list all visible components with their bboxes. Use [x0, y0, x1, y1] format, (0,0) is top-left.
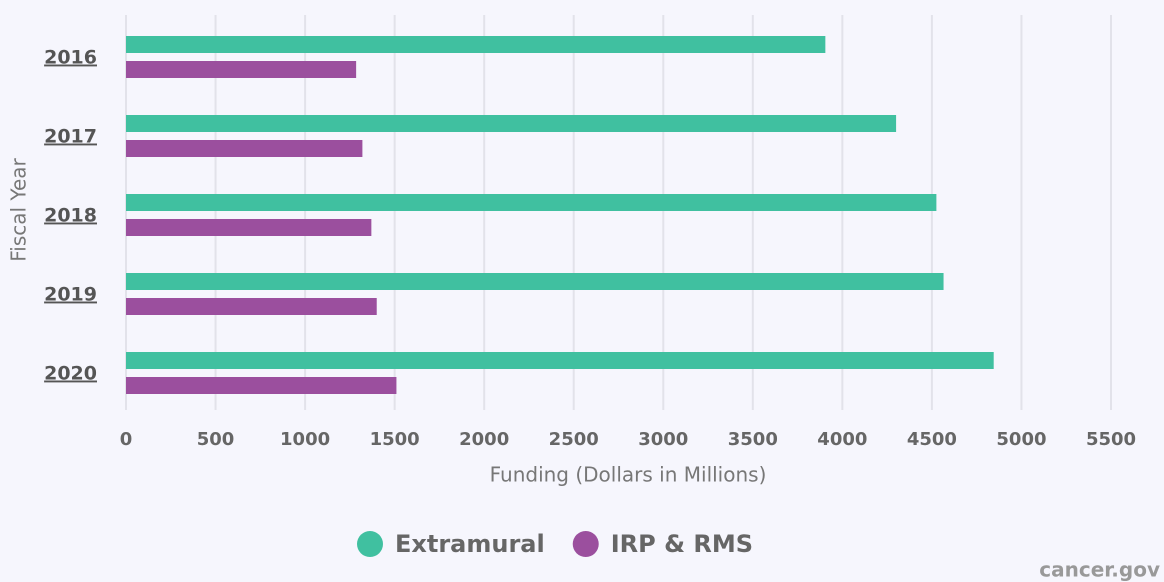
- bar: [126, 273, 944, 290]
- x-tick-label: 4500: [907, 429, 957, 450]
- y-tick-label[interactable]: 2020: [44, 363, 97, 385]
- y-tick-label[interactable]: 2018: [44, 205, 97, 227]
- x-tick-label: 3500: [728, 429, 778, 450]
- x-tick-label: 2000: [459, 429, 509, 450]
- y-axis-title: Fiscal Year: [7, 157, 31, 261]
- legend-label: IRP & RMS: [611, 530, 753, 558]
- bar: [126, 140, 363, 157]
- legend-swatch: [572, 531, 599, 557]
- legend-swatch: [357, 531, 383, 557]
- legend-label: Extramural: [395, 530, 545, 558]
- bar: [126, 36, 826, 53]
- x-tick-label: 0: [120, 429, 133, 450]
- y-tick-label[interactable]: 2017: [44, 126, 97, 148]
- x-tick-label: 1500: [370, 429, 420, 450]
- bar: [126, 61, 357, 78]
- x-tick-label: 2500: [549, 429, 599, 450]
- y-tick-label[interactable]: 2019: [44, 284, 97, 306]
- x-tick-label: 3000: [638, 429, 688, 450]
- bar: [126, 298, 377, 315]
- bar: [126, 115, 897, 132]
- x-axis-title: Funding (Dollars in Millions): [490, 463, 767, 487]
- credit: cancer.gov: [1039, 558, 1160, 582]
- x-tick-label: 5500: [1086, 429, 1136, 450]
- bar: [126, 352, 994, 369]
- x-tick-label: 500: [197, 429, 235, 450]
- bar: [126, 377, 397, 394]
- y-tick-label[interactable]: 2016: [44, 47, 97, 69]
- x-tick-label: 5000: [996, 429, 1046, 450]
- x-tick-label: 1000: [280, 429, 330, 450]
- x-tick-label: 4000: [817, 429, 867, 450]
- bar: [126, 194, 937, 211]
- bar: [126, 219, 372, 236]
